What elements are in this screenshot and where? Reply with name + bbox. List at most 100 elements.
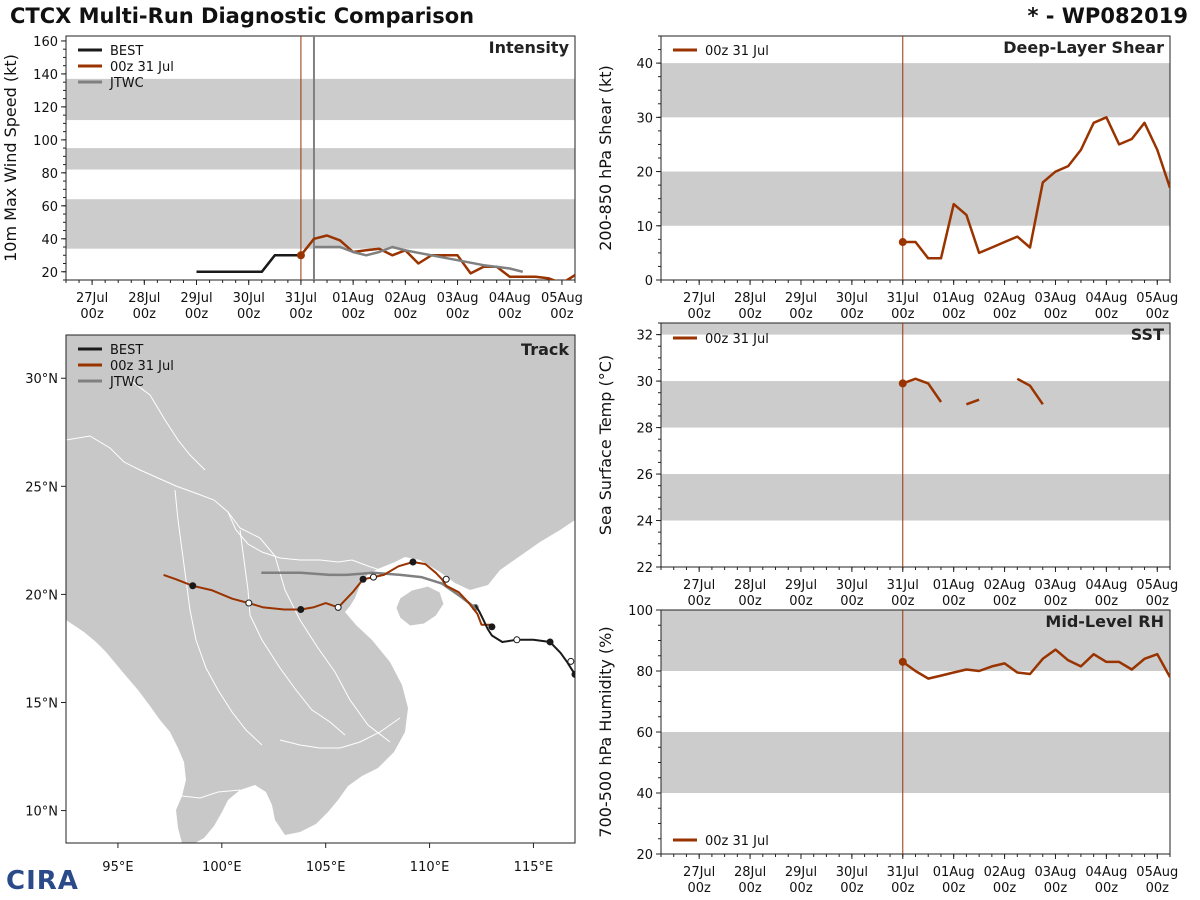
xtick-date-intensity-5: 01Aug bbox=[332, 291, 374, 306]
ylabel-rh: 700-500 hPa Humidity (%) bbox=[596, 626, 615, 837]
xtick-hour-intensity-4: 00z bbox=[289, 307, 313, 322]
land-taiwan bbox=[560, 462, 574, 494]
axes-frame-sst bbox=[660, 322, 1171, 568]
series-line-sst-run-1 bbox=[965, 398, 980, 406]
ytick-label-rh-20: 20 bbox=[636, 848, 653, 863]
xtick-hour-sst-3: 00z bbox=[840, 594, 864, 609]
axes-frame-track bbox=[65, 334, 576, 844]
ytick-label-shear-20: 20 bbox=[636, 166, 653, 181]
ytick-label-track-15: 15°N bbox=[25, 696, 58, 711]
xtick-hour-shear-0: 00z bbox=[687, 307, 711, 322]
xtick-hour-shear-9: 00z bbox=[1146, 307, 1170, 322]
xtick-label-track-115: 115°E bbox=[514, 860, 554, 875]
xtick-date-shear-7: 03Aug bbox=[1035, 291, 1077, 306]
xtick-date-intensity-1: 28Jul bbox=[128, 291, 160, 306]
series-line-sst-run-2 bbox=[1016, 377, 1044, 406]
xtick-date-shear-4: 31Jul bbox=[887, 291, 919, 306]
track-point-filled-best-0 bbox=[571, 670, 575, 678]
series-line-rh-run-0 bbox=[902, 648, 1170, 680]
track-point-open-run-3 bbox=[245, 599, 253, 607]
legend-label-intensity-jtwc: JTWC bbox=[109, 76, 144, 91]
ytick-label-track-30: 30°N bbox=[25, 372, 58, 387]
xtick-date-rh-8: 04Aug bbox=[1085, 865, 1127, 880]
xtick-hour-sst-6: 00z bbox=[993, 594, 1017, 609]
legend-label-track-jtwc: JTWC bbox=[109, 375, 144, 390]
title-sst: SST bbox=[1131, 325, 1164, 344]
ytick-label-sst-24: 24 bbox=[636, 515, 653, 530]
band-intensity-2 bbox=[66, 78, 575, 121]
xtick-hour-intensity-1: 00z bbox=[133, 307, 157, 322]
ytick-label-shear-10: 10 bbox=[636, 220, 653, 235]
track-line-run bbox=[163, 561, 493, 628]
xtick-date-shear-8: 04Aug bbox=[1085, 291, 1127, 306]
track-point-open-best-1 bbox=[513, 636, 521, 644]
xtick-hour-sst-7: 00z bbox=[1044, 594, 1068, 609]
ytick-label-shear-0: 0 bbox=[645, 274, 653, 289]
ylabel-sst: Sea Surface Temp (°C) bbox=[596, 355, 615, 535]
ytick-label-sst-28: 28 bbox=[636, 422, 653, 437]
legend-label-track-run: 00z 31 Jul bbox=[110, 359, 174, 374]
ytick-label-intensity-100: 100 bbox=[33, 134, 58, 149]
xtick-date-shear-1: 28Jul bbox=[734, 291, 766, 306]
xtick-hour-intensity-0: 00z bbox=[80, 307, 104, 322]
land-hainan bbox=[395, 585, 445, 627]
ytick-label-sst-32: 32 bbox=[636, 329, 653, 344]
xtick-hour-intensity-9: 00z bbox=[550, 307, 574, 322]
band-rh-0 bbox=[661, 732, 1170, 793]
xtick-hour-intensity-6: 00z bbox=[394, 307, 418, 322]
xtick-hour-rh-4: 00z bbox=[891, 881, 915, 896]
band-sst-0 bbox=[661, 474, 1170, 521]
legend-label-shear-run: 00z 31 Jul bbox=[705, 44, 769, 59]
page-title: CTCX Multi-Run Diagnostic Comparison bbox=[10, 4, 475, 28]
track-point-open-run-2 bbox=[334, 603, 342, 611]
xtick-date-intensity-6: 02Aug bbox=[384, 291, 426, 306]
series-line-shear-run-0 bbox=[902, 116, 1170, 260]
xtick-date-sst-7: 03Aug bbox=[1035, 578, 1077, 593]
xtick-hour-rh-6: 00z bbox=[993, 881, 1017, 896]
track-point-filled-run-1 bbox=[409, 558, 417, 566]
ytick-label-intensity-60: 60 bbox=[41, 200, 58, 215]
track-point-open-best-0 bbox=[567, 657, 575, 665]
ytick-label-rh-40: 40 bbox=[636, 787, 653, 802]
xtick-date-shear-6: 02Aug bbox=[984, 291, 1026, 306]
track-point-open-run-0 bbox=[442, 575, 450, 583]
xtick-date-rh-6: 02Aug bbox=[984, 865, 1026, 880]
xtick-hour-intensity-5: 00z bbox=[341, 307, 365, 322]
xtick-date-intensity-0: 27Jul bbox=[76, 291, 108, 306]
xtick-date-sst-9: 05Aug bbox=[1136, 578, 1178, 593]
xtick-date-sst-1: 28Jul bbox=[734, 578, 766, 593]
track-point-filled-run-2 bbox=[359, 575, 367, 583]
xtick-hour-intensity-3: 00z bbox=[237, 307, 261, 322]
title-rh: Mid-Level RH bbox=[1045, 612, 1164, 631]
ylabel-intensity: 10m Max Wind Speed (kt) bbox=[1, 54, 20, 262]
xtick-hour-rh-3: 00z bbox=[840, 881, 864, 896]
xtick-date-sst-3: 30Jul bbox=[836, 578, 868, 593]
xtick-hour-rh-1: 00z bbox=[738, 881, 762, 896]
xtick-date-rh-7: 03Aug bbox=[1035, 865, 1077, 880]
xtick-date-intensity-3: 30Jul bbox=[233, 291, 265, 306]
xtick-hour-sst-8: 00z bbox=[1095, 594, 1119, 609]
xtick-date-intensity-9: 05Aug bbox=[541, 291, 583, 306]
ytick-label-intensity-160: 160 bbox=[33, 35, 58, 50]
xtick-label-track-105: 105°E bbox=[306, 860, 346, 875]
xtick-label-track-110: 110°E bbox=[410, 860, 450, 875]
ylabel-shear: 200-850 hPa Shear (kt) bbox=[596, 65, 615, 251]
xtick-date-rh-9: 05Aug bbox=[1136, 865, 1178, 880]
ytick-label-rh-100: 100 bbox=[628, 604, 653, 619]
xtick-label-track-100: 100°E bbox=[202, 860, 242, 875]
track-point-open-run-1 bbox=[369, 573, 377, 581]
xtick-hour-shear-6: 00z bbox=[993, 307, 1017, 322]
track-point-filled-run-3 bbox=[297, 606, 305, 614]
xtick-hour-rh-0: 00z bbox=[687, 881, 711, 896]
series-line-intensity-best-0 bbox=[196, 254, 301, 274]
xtick-date-shear-5: 01Aug bbox=[933, 291, 975, 306]
ytick-label-sst-30: 30 bbox=[636, 375, 653, 390]
series-marker-shear-run bbox=[898, 238, 907, 247]
xtick-date-sst-5: 01Aug bbox=[933, 578, 975, 593]
xtick-hour-intensity-7: 00z bbox=[446, 307, 470, 322]
band-intensity-0 bbox=[66, 199, 575, 249]
ytick-label-intensity-40: 40 bbox=[41, 233, 58, 248]
xtick-hour-shear-4: 00z bbox=[891, 307, 915, 322]
xtick-hour-rh-9: 00z bbox=[1146, 881, 1170, 896]
